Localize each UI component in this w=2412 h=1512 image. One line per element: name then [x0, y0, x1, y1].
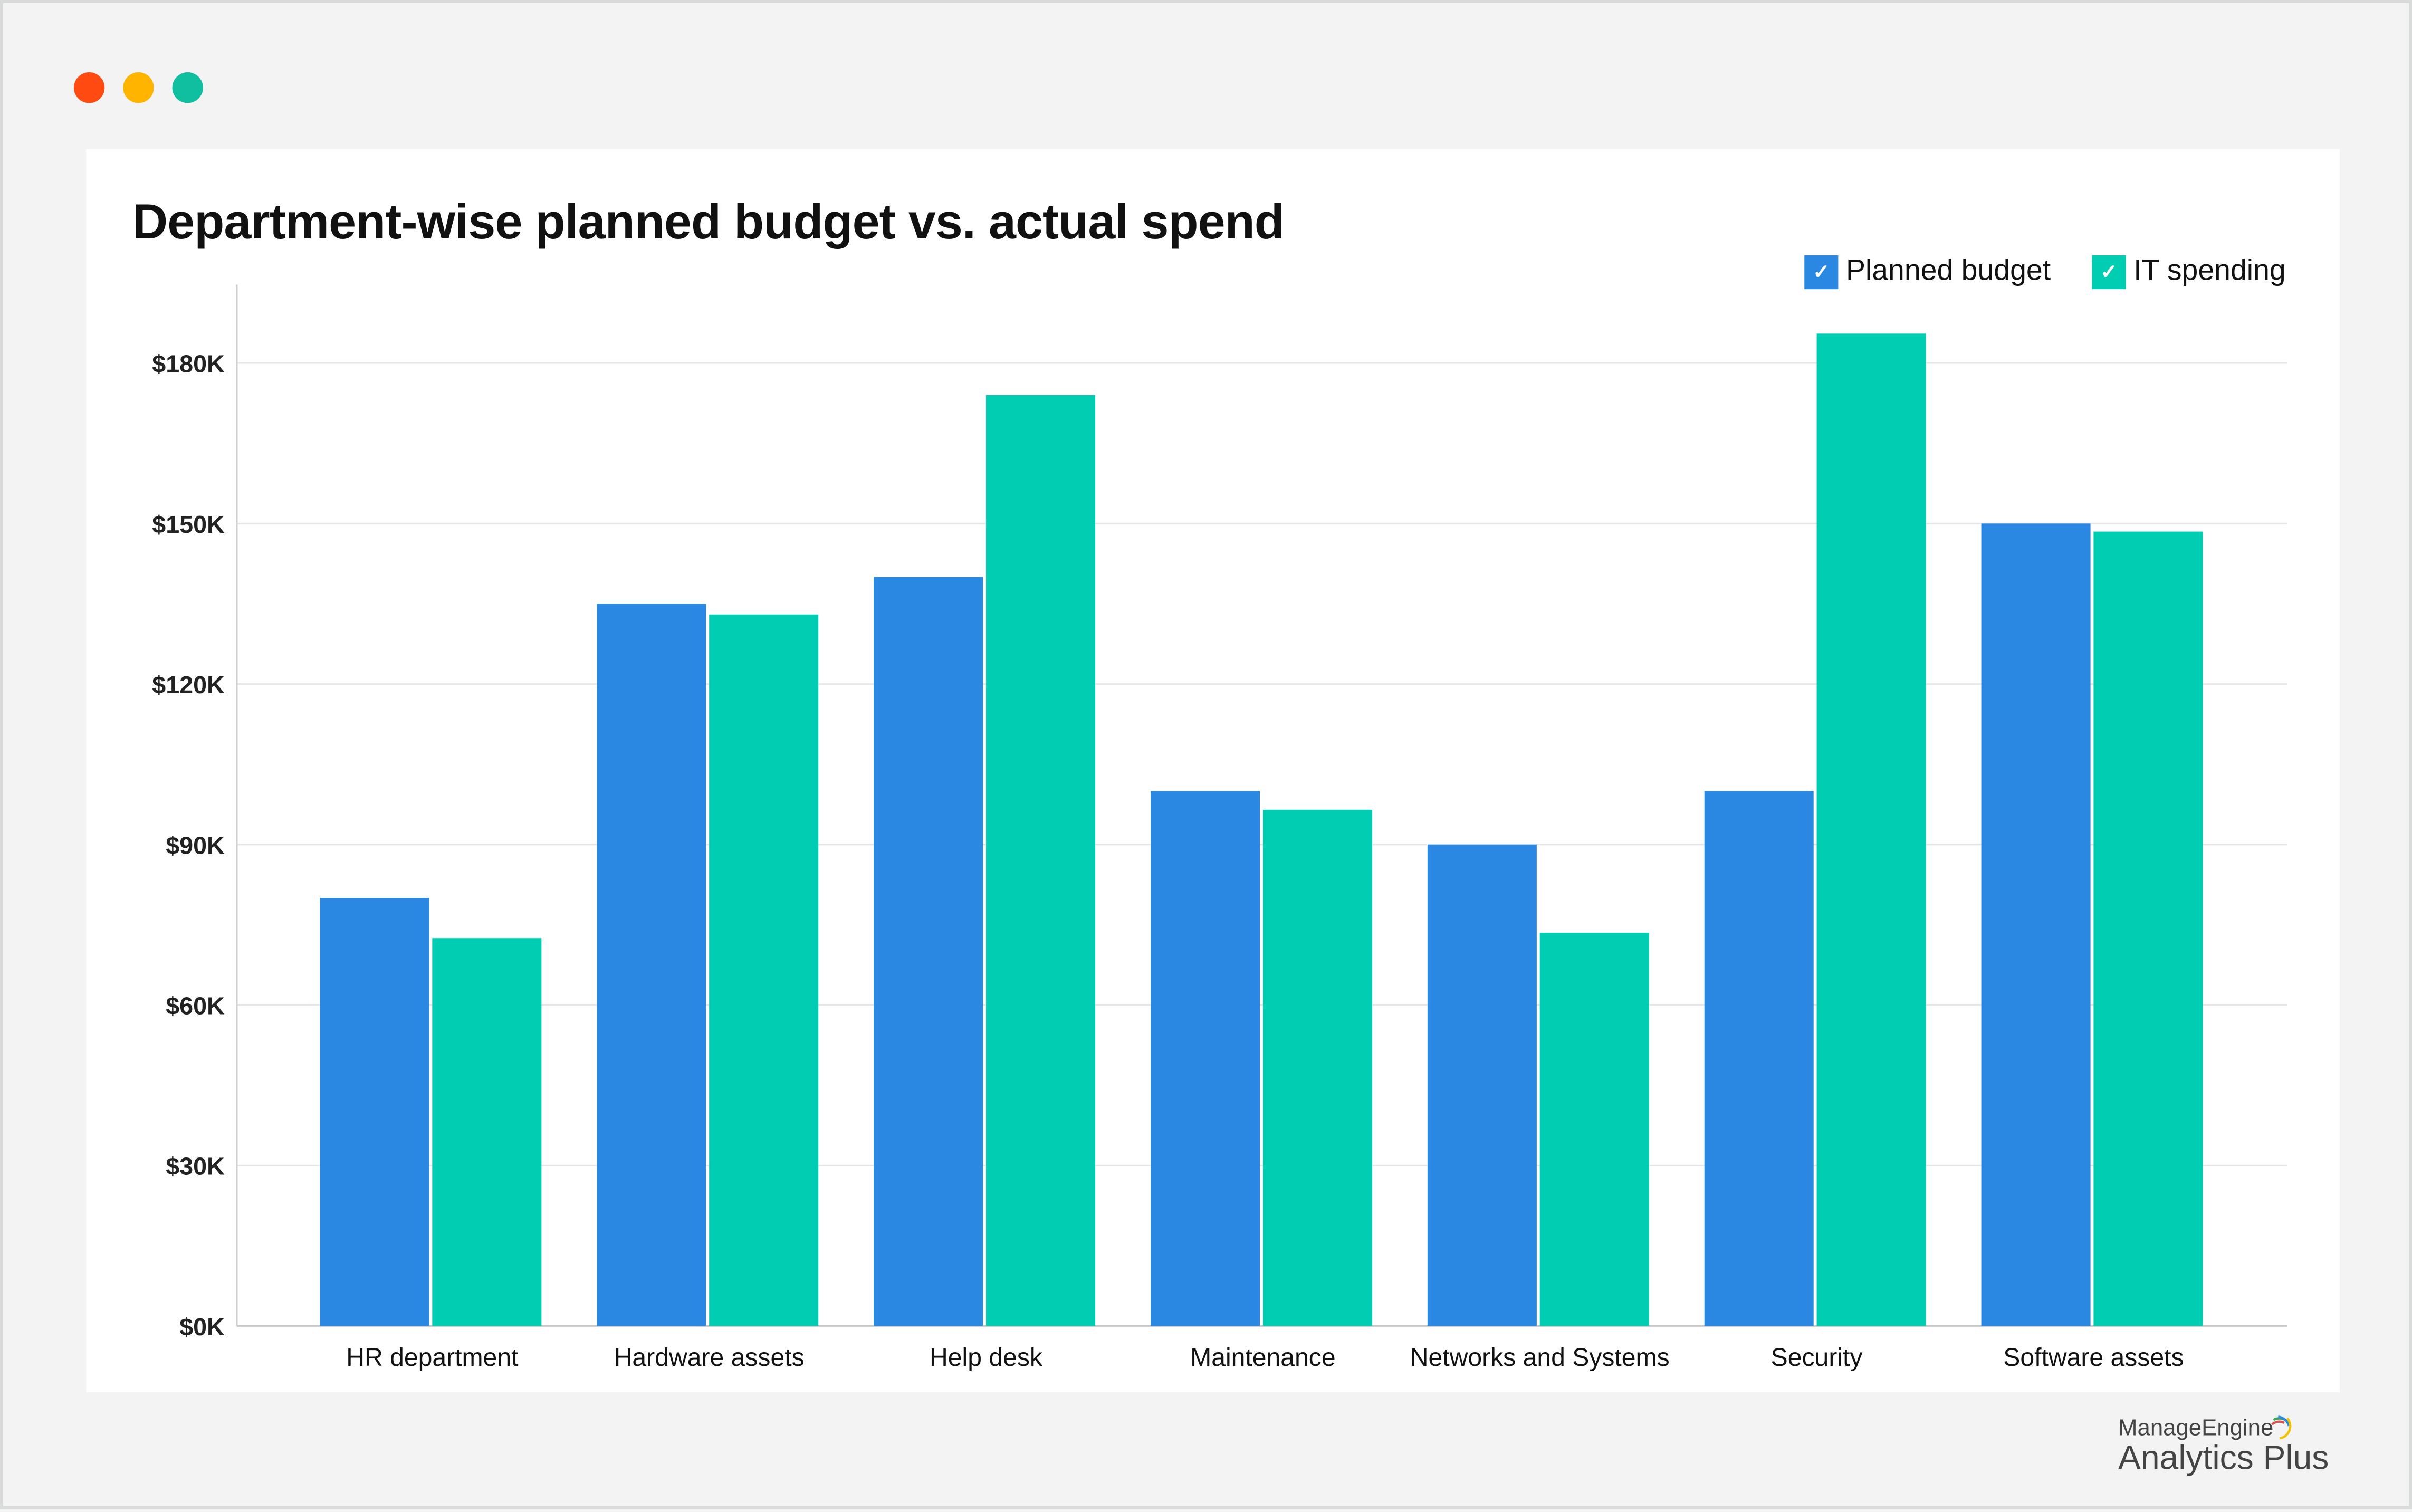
legend-label: IT spending — [2133, 255, 2286, 288]
bar-chart: $0K $30K $60K $90K $120K $150K $180K HR departm… — [152, 284, 2287, 1372]
bar-it-spending — [2093, 531, 2203, 1326]
x-tick-label: Maintenance — [1190, 1343, 1335, 1372]
bar-it-spending — [432, 938, 542, 1326]
x-tick-label: Hardware assets — [614, 1343, 805, 1372]
x-tick-label: Software assets — [2003, 1343, 2184, 1372]
close-window-button[interactable] — [73, 72, 105, 103]
legend-item-planned-budget[interactable]: ✓ Planned budget — [1804, 255, 2051, 290]
zoom-window-button[interactable] — [172, 72, 203, 103]
bar-it-spending — [1816, 333, 1926, 1326]
y-tick-label: $180K — [152, 350, 225, 378]
bar-planned-budget — [320, 898, 429, 1326]
bar-it-spending — [986, 395, 1096, 1326]
bar-planned-budget — [1704, 791, 1814, 1326]
bar-it-spending — [1539, 933, 1649, 1326]
x-tick-label: Networks and Systems — [1410, 1343, 1670, 1372]
checkbox-checked-icon[interactable]: ✓ — [1804, 255, 1839, 290]
bar-planned-budget — [597, 604, 706, 1326]
minimize-window-button[interactable] — [123, 72, 154, 103]
y-tick-label: $0K — [179, 1313, 225, 1341]
bar-it-spending — [1262, 809, 1372, 1326]
company-name: ManageEngine — [2118, 1415, 2274, 1442]
x-tick-label: Help desk — [930, 1343, 1043, 1372]
checkbox-checked-icon[interactable]: ✓ — [2092, 255, 2126, 290]
y-tick-label: $60K — [166, 992, 225, 1019]
bar-it-spending — [709, 614, 819, 1326]
bar-planned-budget — [1427, 844, 1537, 1326]
bar-planned-budget — [1981, 523, 2091, 1326]
legend-item-it-spending[interactable]: ✓ IT spending — [2092, 255, 2286, 290]
bar-planned-budget — [874, 577, 983, 1326]
legend-label: Planned budget — [1845, 255, 2051, 288]
y-tick-label: $150K — [152, 511, 225, 538]
analytics-plus-logo: ManageEngine Analytics Plus — [2118, 1415, 2329, 1479]
x-tick-label: Security — [1771, 1343, 1863, 1372]
bar-planned-budget — [1151, 791, 1260, 1326]
y-tick-label: $90K — [166, 831, 225, 859]
logo-arcs-icon — [2271, 1415, 2292, 1440]
product-name: Analytics Plus — [2118, 1438, 2329, 1477]
y-tick-label: $120K — [152, 671, 225, 698]
chart-title: Department-wise planned budget vs. actua… — [132, 194, 1285, 250]
y-tick-label: $30K — [166, 1153, 225, 1180]
x-tick-label: HR department — [346, 1343, 519, 1372]
